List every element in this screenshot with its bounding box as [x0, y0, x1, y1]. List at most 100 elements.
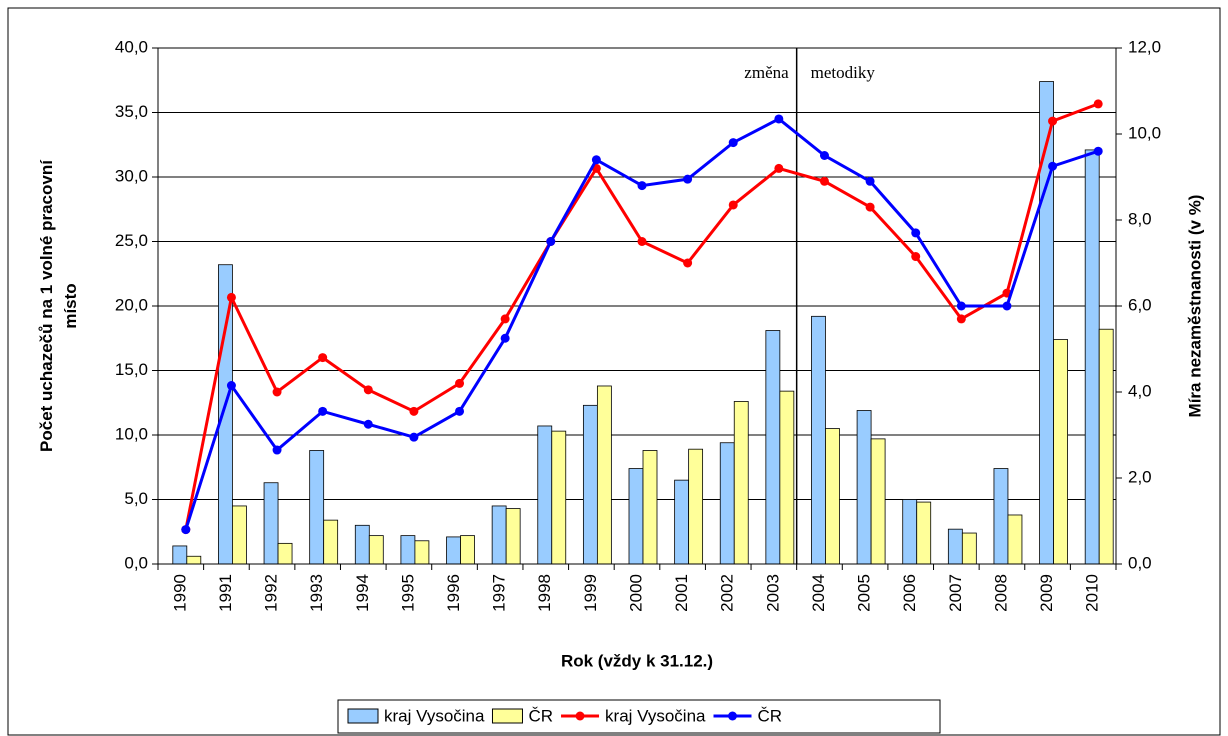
x-tick-label: 1998: [535, 574, 554, 612]
line-point: [911, 252, 921, 262]
line-point: [409, 406, 419, 416]
line-point: [819, 151, 829, 160]
y-tick-label: 5,0: [124, 489, 148, 508]
legend-label: kraj Vysočina: [384, 706, 485, 725]
legend-marker: [575, 711, 585, 721]
line-point: [1002, 301, 1012, 311]
line-point: [455, 378, 465, 388]
legend-swatch: [491, 708, 523, 724]
line-point: [1093, 146, 1103, 156]
y-axis-label: Počet uchazečů na 1 volné pracovní místo: [37, 159, 80, 452]
bar: [993, 468, 1009, 565]
line-point: [728, 200, 738, 210]
x-tick-label: 1994: [353, 574, 372, 612]
x-tick-label: 2005: [855, 574, 874, 612]
bar: [856, 410, 872, 565]
x-tick-label: 1997: [490, 574, 509, 612]
bar: [642, 450, 658, 565]
bar: [186, 555, 202, 565]
bar: [354, 524, 370, 565]
bar: [414, 540, 430, 565]
legend-box: [337, 699, 941, 734]
y-tick-label: 40,0: [115, 37, 148, 56]
bar: [916, 501, 932, 565]
bar: [400, 535, 416, 565]
bar: [961, 532, 977, 565]
line-point: [911, 228, 921, 238]
bar: [505, 508, 521, 565]
bar: [309, 450, 325, 565]
line-point: [1093, 99, 1103, 109]
line-point: [226, 381, 236, 391]
bar: [368, 535, 384, 565]
y-tick-label: 30,0: [115, 166, 148, 185]
legend-marker: [728, 711, 737, 721]
line-point: [683, 258, 693, 268]
line-point: [546, 237, 556, 246]
line-point: [956, 301, 966, 311]
plot-border: [157, 47, 1117, 565]
x-tick-label: 2000: [626, 574, 645, 612]
bar: [1053, 339, 1068, 565]
line-point: [409, 432, 419, 442]
bar: [1084, 149, 1100, 565]
bar: [719, 442, 735, 565]
x-tick-label: 2002: [718, 574, 737, 612]
y-axis-label-line: Počet uchazečů na 1 volné pracovní: [37, 159, 56, 452]
line-point: [1048, 116, 1058, 126]
x-tick-label: 1999: [581, 574, 600, 612]
bar: [811, 315, 826, 565]
y2-tick-label: 10,0: [1128, 123, 1161, 142]
annotation: metodiky: [811, 63, 876, 82]
x-tick-label: 1995: [398, 574, 417, 612]
bar: [870, 438, 886, 565]
x-tick-label: 1991: [216, 574, 235, 612]
annotation: změna: [744, 63, 789, 82]
line-point: [591, 155, 601, 165]
bar: [902, 499, 918, 565]
line-point: [181, 525, 191, 535]
line-point: [500, 333, 510, 343]
x-tick-label: 2009: [1037, 574, 1056, 612]
line-point: [226, 292, 236, 302]
y-tick-label: 15,0: [115, 360, 148, 379]
legend-label: ČR: [758, 706, 783, 725]
y-tick-label: 10,0: [115, 424, 148, 443]
bar: [628, 468, 644, 565]
bar: [688, 448, 704, 565]
bar: [263, 482, 279, 565]
x-tick-label: 2004: [809, 574, 828, 612]
bar: [323, 519, 339, 565]
line-point: [318, 353, 328, 363]
x-tick-label: 2001: [672, 574, 691, 612]
line-point: [728, 138, 738, 148]
y2-tick-label: 6,0: [1128, 295, 1152, 314]
y-axis-label-line: místo: [61, 283, 80, 328]
line-point: [774, 114, 784, 124]
bar: [491, 505, 507, 565]
y2-tick-label: 12,0: [1128, 37, 1161, 56]
bar: [1007, 514, 1023, 565]
x-tick-label: 1996: [444, 574, 463, 612]
line-point: [637, 237, 647, 246]
line-point: [272, 445, 282, 455]
line-point: [363, 385, 373, 395]
line-point: [1048, 161, 1058, 171]
bar: [765, 330, 781, 565]
line-point: [500, 314, 510, 324]
x-tick-label: 1990: [170, 574, 189, 612]
bar: [446, 536, 461, 565]
line-point: [318, 406, 328, 416]
y2-tick-label: 2,0: [1128, 467, 1152, 486]
bar: [537, 425, 553, 565]
bar: [277, 542, 293, 565]
line-point: [272, 387, 282, 397]
bar: [1098, 328, 1114, 565]
legend-label: ČR: [528, 706, 553, 725]
x-tick-label: 2003: [763, 574, 782, 612]
bar: [551, 430, 567, 565]
bar: [582, 404, 598, 565]
line-point: [956, 314, 966, 324]
y2-tick-label: 8,0: [1128, 209, 1152, 228]
